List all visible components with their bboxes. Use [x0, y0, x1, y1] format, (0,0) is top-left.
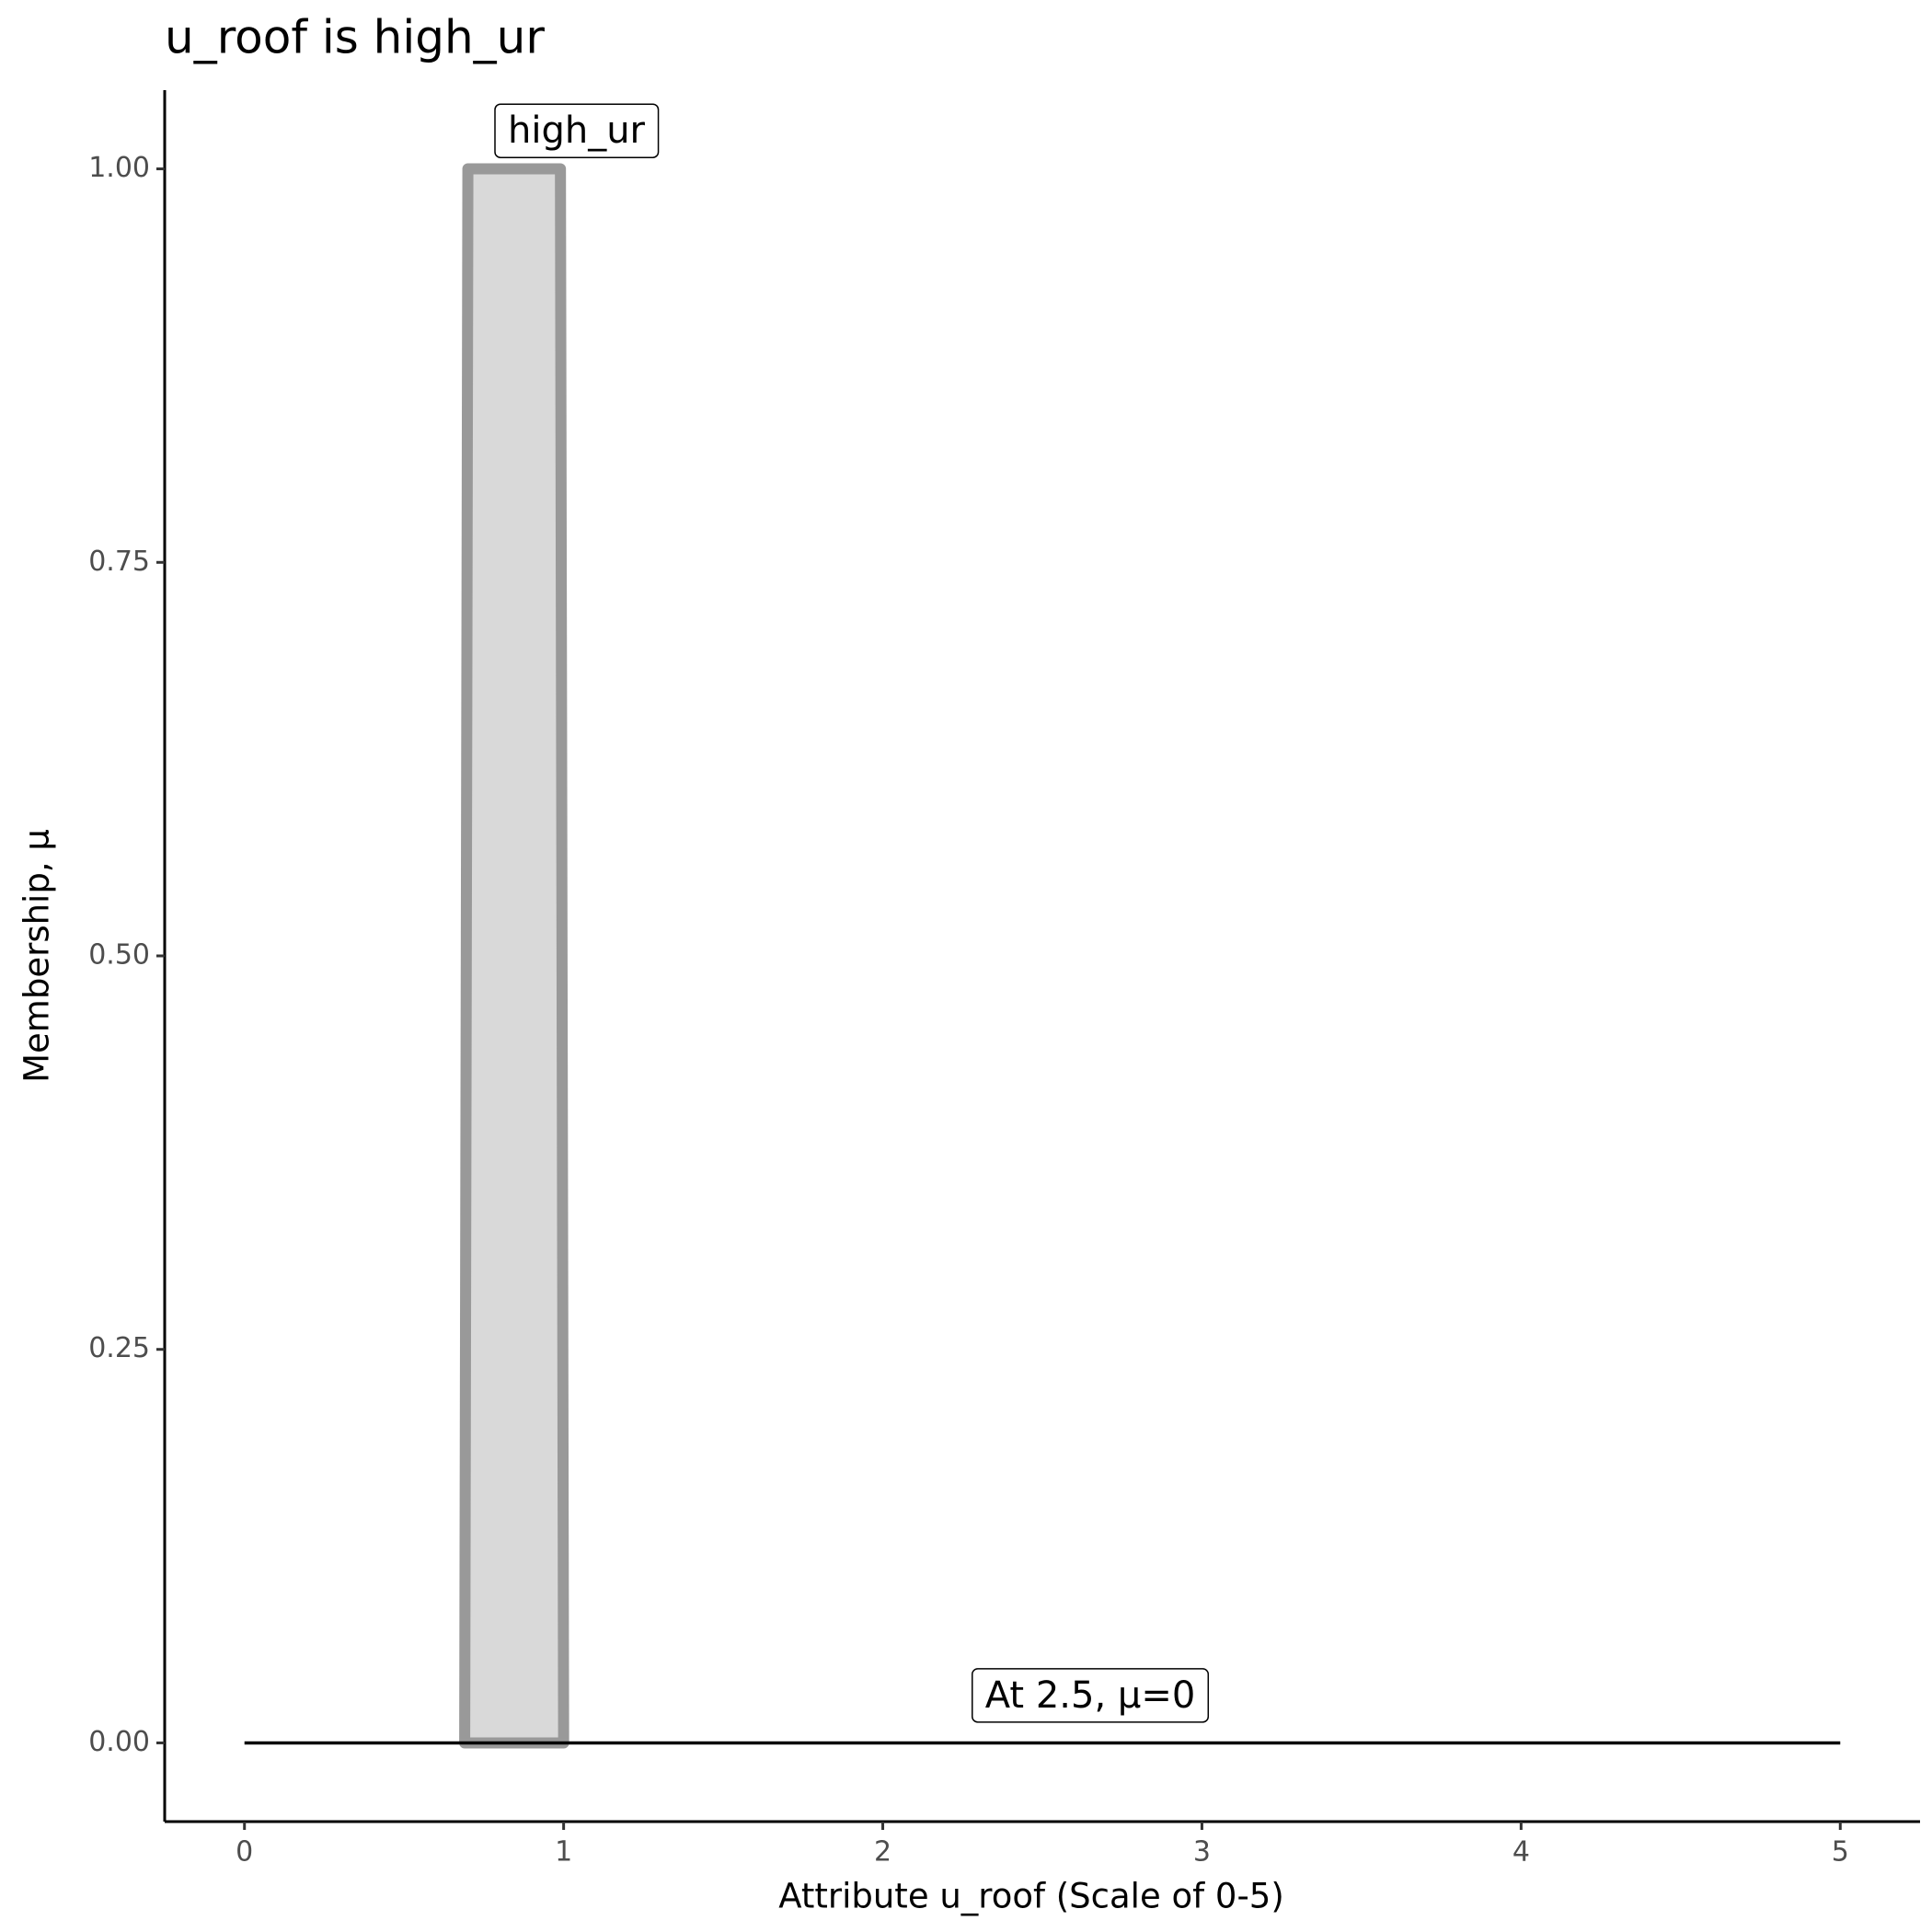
chart-title: u_roof is high_ur	[165, 11, 545, 64]
x-tick-label: 3	[1193, 1836, 1211, 1869]
x-tick-label: 4	[1512, 1836, 1530, 1869]
x-tick-label: 1	[555, 1836, 572, 1869]
y-axis-title: Membership, μ	[17, 829, 57, 1083]
x-tick-label: 2	[874, 1836, 891, 1869]
y-tick-label: 1.00	[88, 152, 150, 184]
x-axis-title: Attribute u_roof (Scale of 0-5)	[778, 1877, 1284, 1916]
annotation-box	[494, 103, 660, 158]
y-tick-label: 0.00	[88, 1726, 150, 1758]
x-tick-label: 5	[1832, 1836, 1849, 1869]
y-tick-label: 0.50	[88, 939, 150, 972]
annotation-label: At 2.5, μ=0	[985, 1674, 1196, 1717]
annotation-box	[972, 1668, 1210, 1723]
annotation-label: high_ur	[508, 109, 646, 152]
x-tick-label: 0	[236, 1836, 253, 1869]
y-tick-label: 0.25	[88, 1332, 150, 1364]
membership-area	[459, 163, 569, 1749]
annotation: At 2.5, μ=0	[972, 1668, 1210, 1723]
annotation: high_ur	[494, 103, 660, 158]
y-tick-label: 0.75	[88, 546, 150, 578]
